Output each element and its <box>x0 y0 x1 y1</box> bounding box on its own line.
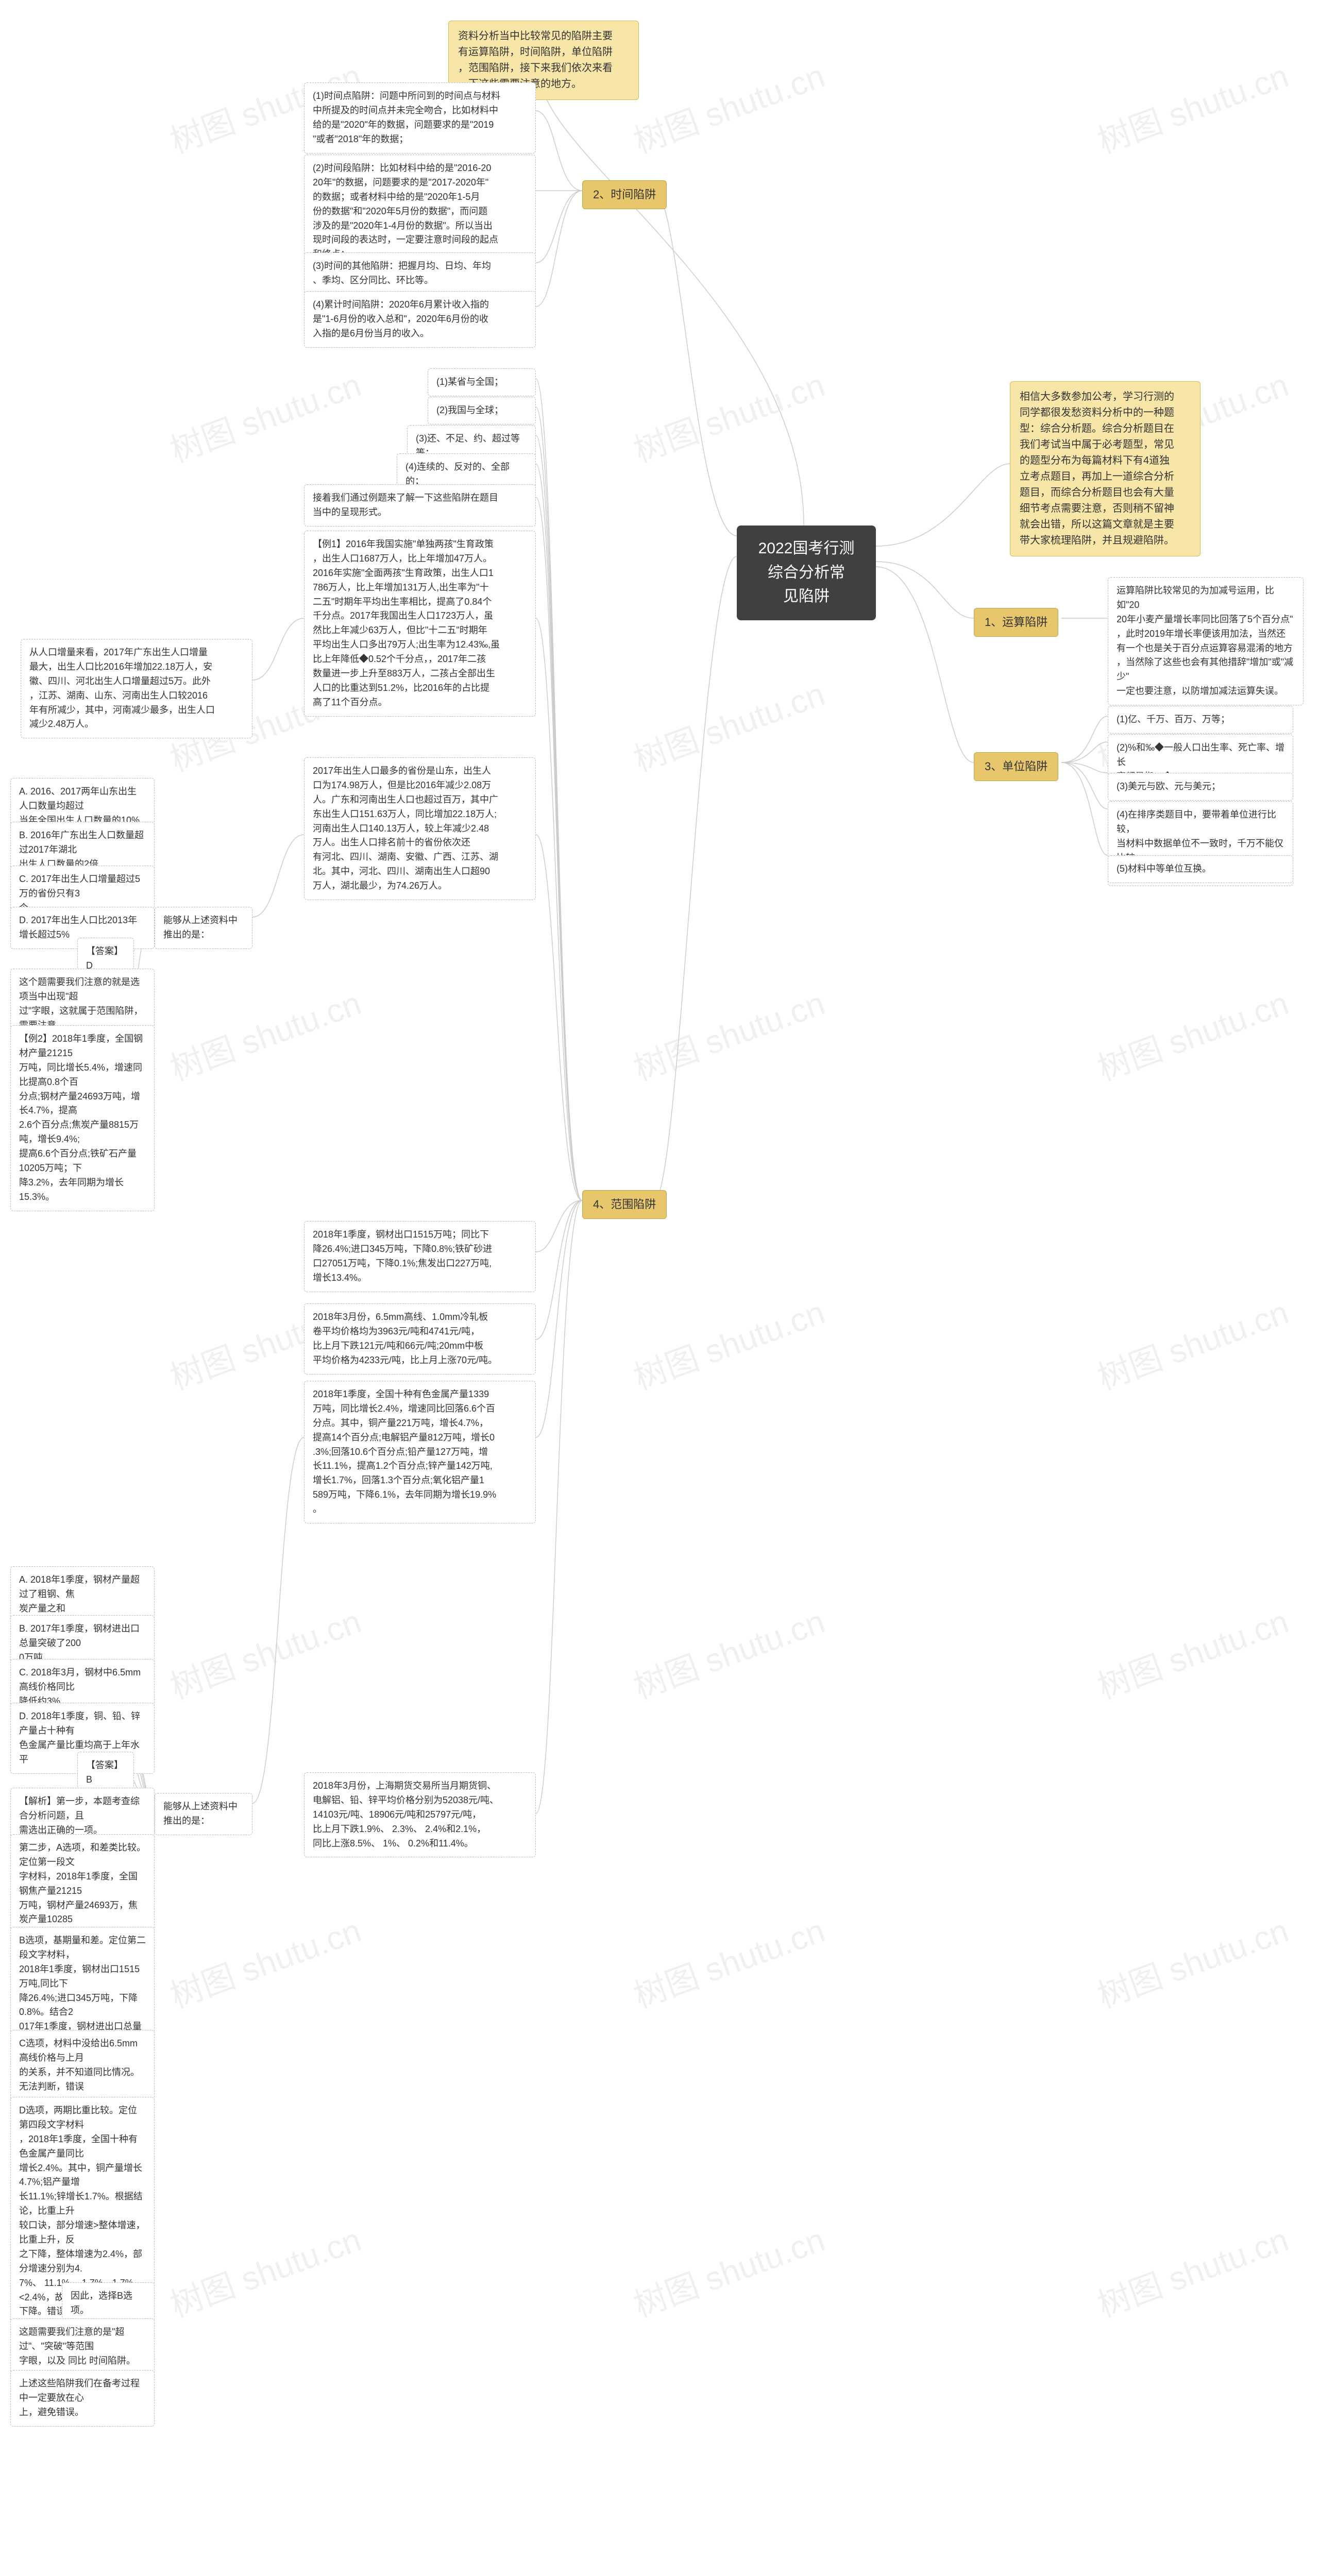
watermark: 树图 shutu.cn <box>627 2213 831 2326</box>
b4-top-1: (2)我国与全球； <box>428 397 536 425</box>
b1-note: 运算陷阱比较常见的为加减号运用，比如"20 20年小麦产量增长率同比回落了5个百… <box>1108 577 1304 705</box>
ex1-stem: 能够从上述资料中推出的是： <box>155 907 252 949</box>
b4-top-4: 接着我们通过例题来了解一下这些陷阱在题目 当中的呈现形式。 <box>304 484 536 527</box>
b2-child-0: (1)时间点陷阱：问题中所问到的时间点与材料 中所提及的时间点并未完全吻合，比如… <box>304 82 536 154</box>
watermark: 树图 shutu.cn <box>1090 977 1294 1090</box>
right-note: 相信大多数参加公考，学习行测的 同学都很发愁资料分析中的一种题 型：综合分析题。… <box>1010 381 1200 556</box>
watermark: 树图 shutu.cn <box>627 49 831 162</box>
watermark: 树图 shutu.cn <box>1090 1904 1294 2017</box>
b3-child-0: (1)亿、千万、百万、万等； <box>1108 706 1293 734</box>
watermark: 树图 shutu.cn <box>163 1904 367 2017</box>
branch-1: 1、运算陷阱 <box>974 608 1058 637</box>
ex2-ana-7: 上述这些陷阱我们在备考过程中一定要放在心 上，避免错误。 <box>10 2370 155 2427</box>
root-node: 2022国考行测综合分析常 见陷阱 <box>737 526 876 620</box>
b2-child-3: (4)累计时间陷阱：2020年6月累计收入指的 是"1-6月份的收入总和"，20… <box>304 291 536 348</box>
branch-2: 2、时间陷阱 <box>582 180 667 209</box>
watermark: 树图 shutu.cn <box>627 359 831 471</box>
ex2-para-1: 2018年3月份，6.5mm高线、1.0mm冷轧板 卷平均价格均为3963元/吨… <box>304 1303 536 1375</box>
ex2-ana-6: 这题需要我们注意的是"超过"、"突破"等范围 字眼，以及 同比 时间陷阱。 <box>10 2318 155 2375</box>
b2-child-1: (2)时间段陷阱：比如材料中给的是"2016-20 20年"的数据，问题要求的是… <box>304 155 536 268</box>
watermark: 树图 shutu.cn <box>1090 49 1294 162</box>
watermark: 树图 shutu.cn <box>627 1286 831 1399</box>
ex2-header: 【例2】2018年1季度，全国钢材产量21215 万吨，同比增长5.4%，增速同… <box>10 1025 155 1211</box>
ex2-para-0: 2018年1季度，钢材出口1515万吨；同比下 降26.4%;进口345万吨，下… <box>304 1221 536 1292</box>
watermark: 树图 shutu.cn <box>1090 2213 1294 2326</box>
watermark: 树图 shutu.cn <box>1090 1595 1294 1708</box>
watermark: 树图 shutu.cn <box>627 668 831 781</box>
watermark: 树图 shutu.cn <box>627 977 831 1090</box>
ex1-header: 【例1】2016年我国实施"单独两孩"生育政策 ，出生人口1687万人，比上年增… <box>304 531 536 717</box>
branch-4: 4、范围陷阱 <box>582 1190 667 1219</box>
b4-top-0: (1)某省与全国； <box>428 368 536 396</box>
b3-child-4: (5)材料中等单位互换。 <box>1108 855 1293 883</box>
b3-child-2: (3)美元与欧、元与美元； <box>1108 773 1293 801</box>
watermark: 树图 shutu.cn <box>163 2213 367 2326</box>
watermark: 树图 shutu.cn <box>1090 1286 1294 1399</box>
b2-child-2: (3)时间的其他陷阱：把握月均、日均、年均 、季均、区分同比、环比等。 <box>304 252 536 295</box>
ex2-para-3: 2018年3月份，上海期货交易所当月期货铜、 电解铝、铅、锌平均价格分别为520… <box>304 1772 536 1857</box>
watermark: 树图 shutu.cn <box>627 1595 831 1708</box>
branch-3: 3、单位陷阱 <box>974 752 1058 781</box>
watermark: 树图 shutu.cn <box>163 977 367 1090</box>
ex2-opt-a: A. 2018年1季度，钢材产量超过了粗钢、焦 炭产量之和 <box>10 1566 155 1623</box>
ex2-stem: 能够从上述资料中推出的是： <box>155 1793 252 1835</box>
watermark: 树图 shutu.cn <box>163 1595 367 1708</box>
ex1-para2: 2017年出生人口最多的省份是山东，出生人 口为174.98万人，但是比2016… <box>304 757 536 900</box>
ex1-detail: 从人口增量来看，2017年广东出生人口增量 最大，出生人口比2016年增加22.… <box>21 639 252 738</box>
ex2-para-2: 2018年1季度，全国十种有色金属产量1339 万吨，同比增长2.4%，增速同比… <box>304 1381 536 1523</box>
watermark: 树图 shutu.cn <box>627 1904 831 2017</box>
watermark: 树图 shutu.cn <box>163 359 367 471</box>
